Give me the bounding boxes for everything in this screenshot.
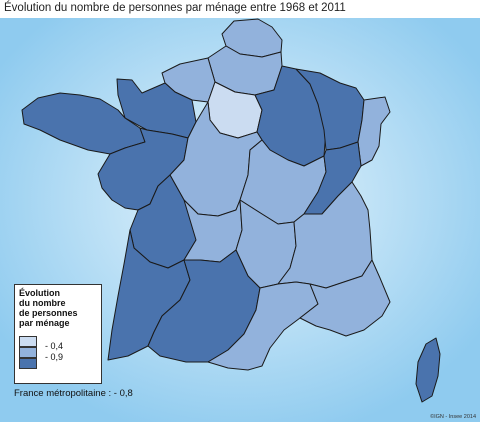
legend: Évolution du nombre de personnes par ménage… — [14, 284, 102, 384]
legend-row — [19, 336, 97, 347]
france-map — [0, 18, 480, 422]
map-frame — [0, 18, 480, 422]
legend-title: Évolution du nombre de personnes par ménage — [19, 288, 97, 328]
legend-break-label: - 0,4 — [45, 341, 64, 351]
legend-title-line: du nombre — [19, 298, 66, 308]
region-languedoc-roussillon — [207, 281, 319, 371]
legend-title-line: Évolution — [19, 288, 60, 298]
legend-title-line: de personnes — [19, 308, 78, 318]
legend-row: - 0,4 — [19, 341, 97, 358]
credit-text: ©IGN - Insee 2014 — [430, 414, 476, 420]
legend-swatch-light — [19, 336, 37, 347]
legend-swatch-dark — [19, 358, 37, 369]
map-title: Évolution du nombre de personnes par mén… — [4, 2, 346, 14]
region-provence-alpes-c-te-d-azur — [299, 259, 391, 337]
legend-title-line: par ménage — [19, 318, 70, 328]
legend-rows: - 0,4- 0,9 — [19, 336, 97, 369]
legend-swatch-mid — [19, 347, 37, 358]
legend-row: - 0,9 — [19, 352, 97, 369]
regions-layer — [21, 18, 441, 403]
legend-break-label: - 0,9 — [45, 352, 64, 362]
region-corse — [415, 337, 441, 403]
region-alsace — [357, 96, 391, 167]
national-average-note: France métropolitaine : - 0,8 — [14, 388, 133, 399]
